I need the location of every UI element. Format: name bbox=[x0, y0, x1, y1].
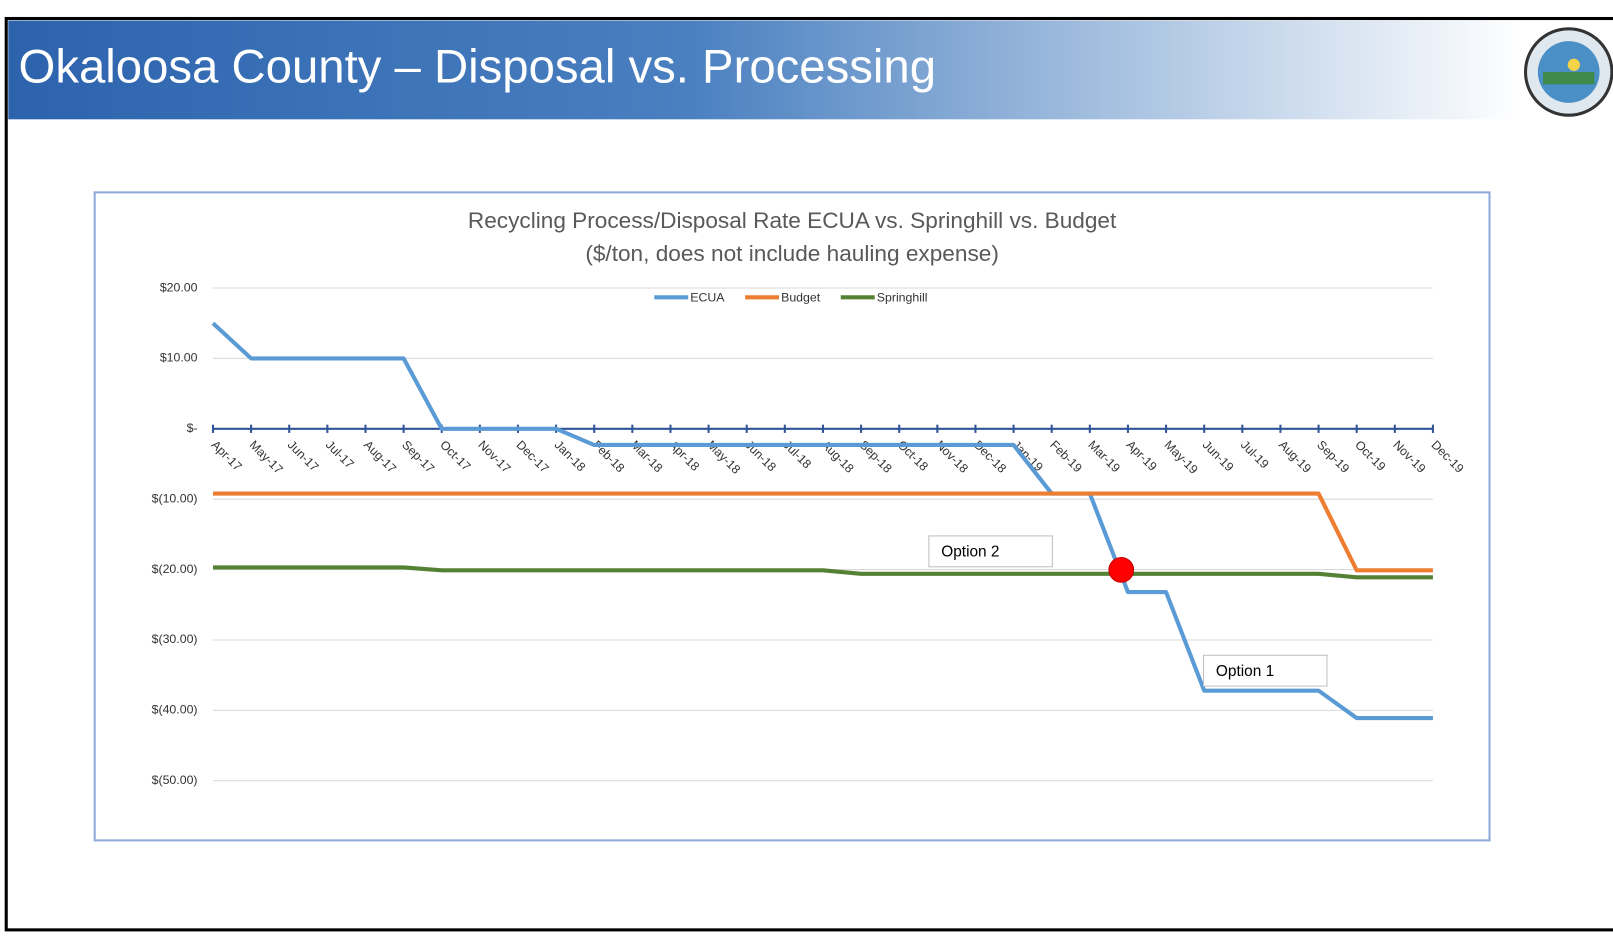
series-line bbox=[211, 321, 1433, 721]
legend-label: Budget bbox=[781, 291, 821, 305]
y-tick-label: $20.00 bbox=[160, 280, 198, 294]
y-tick-label: $(40.00) bbox=[152, 703, 198, 717]
chart-frame bbox=[93, 191, 1491, 842]
series-line bbox=[212, 565, 1433, 580]
highlight-dot bbox=[1108, 557, 1135, 583]
annotation-box bbox=[1203, 654, 1328, 687]
chart-title: Recycling Process/Disposal Rate ECUA vs.… bbox=[468, 208, 1117, 233]
annotation-label: Option 2 bbox=[941, 543, 999, 560]
y-tick-label: $(30.00) bbox=[152, 632, 198, 646]
header-title: Okaloosa County – Disposal vs. Processin… bbox=[19, 40, 936, 93]
slide-border bbox=[4, 16, 1613, 932]
annotation-label: Option 1 bbox=[1216, 663, 1274, 680]
annotation-box bbox=[928, 535, 1053, 568]
series-line bbox=[212, 491, 1433, 573]
header-bar bbox=[8, 20, 1523, 120]
y-tick-label: $(50.00) bbox=[152, 773, 198, 787]
y-tick-label: $- bbox=[187, 421, 198, 435]
chart-subtitle: ($/ton, does not include hauling expense… bbox=[585, 241, 999, 266]
logo bbox=[1523, 27, 1613, 117]
y-tick-label: $10.00 bbox=[160, 351, 198, 365]
y-tick-label: $(20.00) bbox=[152, 562, 198, 576]
y-tick-label: $(10.00) bbox=[152, 491, 198, 505]
legend-label: ECUA bbox=[690, 291, 725, 305]
legend-label: Springhill bbox=[877, 291, 928, 305]
